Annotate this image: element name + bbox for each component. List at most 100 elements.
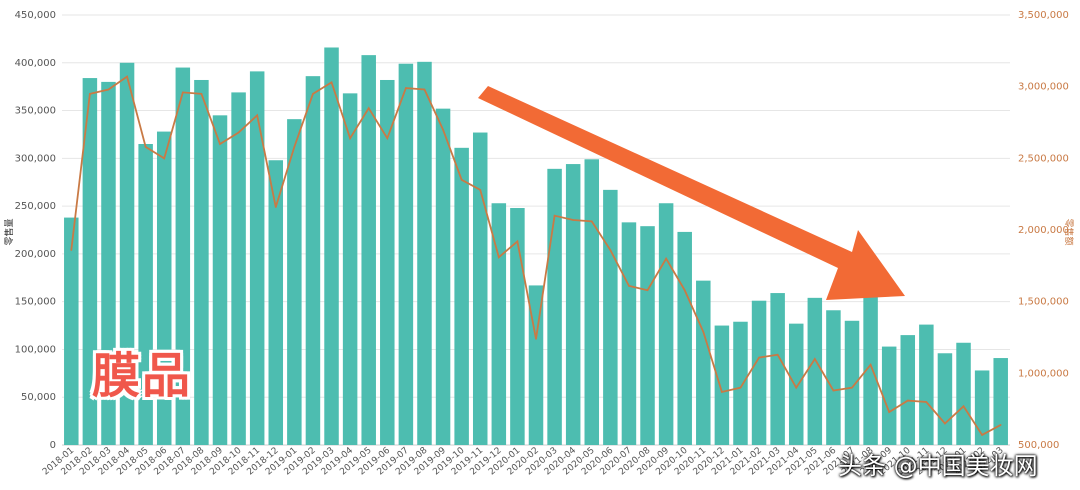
bar: [919, 324, 934, 445]
bar: [64, 217, 79, 445]
line-point: [758, 356, 760, 359]
bar: [770, 293, 785, 445]
line-point: [553, 214, 556, 217]
line-point: [237, 131, 240, 134]
bar: [119, 62, 135, 446]
bar: [826, 310, 841, 445]
bar: [231, 92, 246, 446]
bar: [658, 203, 674, 445]
bar: [993, 358, 1008, 445]
bar: [881, 346, 897, 445]
line-point: [200, 93, 203, 95]
line-point: [293, 146, 296, 148]
bar: [138, 144, 153, 445]
line-point: [256, 114, 258, 117]
y2-tick-label: 2,500,000: [1018, 153, 1069, 164]
y-tick-label: 0: [50, 440, 56, 451]
line-point: [776, 353, 779, 356]
bar: [751, 300, 767, 445]
line-point: [609, 249, 612, 251]
line-point: [851, 386, 853, 389]
line-point: [144, 146, 147, 148]
bar: [844, 320, 860, 445]
bar: [640, 226, 655, 445]
bar: [268, 160, 284, 445]
line-point: [330, 81, 333, 84]
bar: [603, 189, 618, 445]
bar: [454, 147, 469, 446]
line-point: [814, 358, 816, 360]
y2-tick-label: 2,000,000: [1018, 225, 1069, 236]
y2-tick-label: 500,000: [1018, 440, 1059, 451]
line-point: [683, 289, 686, 292]
line-point: [423, 88, 426, 91]
bar: [398, 63, 414, 445]
y-tick-label: 50,000: [21, 392, 56, 403]
y-tick-label: 350,000: [15, 106, 56, 117]
line-point: [498, 256, 500, 259]
y-axis-left-title: 零售量: [3, 218, 15, 245]
line-point: [126, 75, 128, 78]
line-series: [70, 75, 1002, 437]
y-axis-right: 500,000 1,000,000 1,500,000 2,000,000 2,500,…: [1018, 10, 1069, 451]
line-point: [925, 401, 928, 403]
y-tick-label: 300,000: [15, 153, 56, 164]
bar: [249, 71, 265, 445]
line-point: [795, 386, 798, 389]
line-point: [572, 219, 574, 221]
y2-tick-label: 1,500,000: [1018, 297, 1069, 308]
line-point: [274, 206, 277, 208]
line-point: [163, 157, 166, 160]
line-point: [590, 220, 593, 223]
line-point: [628, 285, 630, 287]
y2-tick-label: 3,000,000: [1018, 82, 1069, 93]
bar: [305, 76, 321, 446]
bar: [324, 47, 339, 445]
y-tick-label: 150,000: [15, 297, 56, 308]
bar: [101, 81, 116, 445]
bar: [547, 168, 562, 445]
line-point: [89, 93, 91, 95]
line-point: [832, 389, 835, 392]
bar: [156, 131, 172, 446]
line-point: [944, 422, 946, 425]
bar: [584, 159, 600, 446]
trend-arrow-icon: [478, 86, 905, 300]
bar: [807, 297, 823, 445]
y2-tick-label: 1,000,000: [1018, 368, 1069, 379]
line-point: [219, 143, 221, 145]
line-point: [999, 424, 1002, 426]
bar: [175, 67, 191, 446]
line-point: [981, 434, 983, 436]
bar: [287, 119, 302, 446]
line-point: [516, 240, 519, 243]
y-tick-label: 450,000: [15, 10, 56, 21]
line-point: [479, 189, 482, 191]
bar: [472, 132, 488, 446]
line-point: [386, 137, 389, 140]
line-point: [646, 289, 649, 292]
annotation-label: 膜品: [92, 348, 193, 404]
line-point: [107, 88, 110, 91]
y2-tick-label: 3,500,000: [1018, 10, 1069, 21]
line-point: [721, 391, 723, 393]
bar: [788, 323, 804, 445]
line-point: [739, 386, 742, 389]
line-point: [70, 249, 73, 251]
line-point: [962, 405, 965, 408]
bar: [696, 280, 711, 445]
bar: [863, 296, 878, 445]
bar: [212, 115, 228, 445]
line-point: [312, 93, 314, 95]
bar: [82, 78, 98, 446]
trend-arrow-shape: [478, 86, 905, 300]
line-point: [442, 128, 444, 131]
y-tick-label: 400,000: [15, 58, 56, 69]
bar: [528, 285, 544, 445]
line-point: [888, 411, 890, 413]
bars: [64, 47, 1008, 446]
bar: [621, 222, 637, 445]
line-point: [460, 179, 463, 181]
line-point: [702, 330, 705, 333]
